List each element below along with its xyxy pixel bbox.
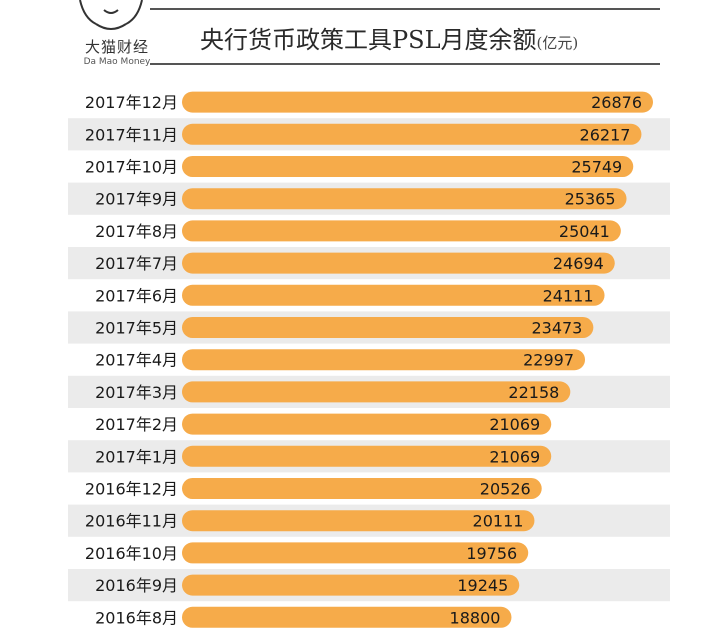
chart-unit: (亿元): [536, 34, 579, 52]
data-label: 21069: [489, 415, 540, 434]
data-label: 25749: [571, 158, 622, 177]
category-label: 2016年11月: [85, 512, 178, 531]
logo: 大猫财经 Da Mao Money: [62, 0, 172, 78]
bar: [182, 317, 594, 338]
data-label: 25041: [559, 222, 610, 241]
bar: [182, 188, 627, 210]
category-label: 2017年4月: [95, 351, 178, 370]
bar: [182, 284, 605, 306]
bar: [182, 156, 634, 177]
category-label: 2017年9月: [95, 190, 178, 209]
bar: [182, 510, 535, 532]
cat-logo-icon: [79, 0, 143, 30]
data-label: 21069: [489, 447, 540, 466]
header-top-rule: [150, 8, 660, 10]
logo-name: 大猫财经: [84, 38, 149, 56]
bar: [182, 445, 552, 467]
logo-subtitle: Da Mao Money: [83, 57, 151, 67]
data-label: 23473: [531, 319, 582, 338]
page-title: 央行货币政策工具PSL月度余额(亿元): [200, 20, 578, 55]
data-label: 19245: [457, 576, 508, 595]
category-label: 2017年5月: [95, 319, 178, 338]
data-label: 20526: [480, 480, 531, 499]
data-label: 18800: [450, 608, 501, 627]
data-label: 19756: [466, 544, 517, 563]
bar: [182, 478, 542, 499]
category-label: 2017年8月: [95, 222, 178, 241]
data-label: 26217: [580, 125, 631, 144]
chart-title: 央行货币政策工具PSL月度余额: [200, 26, 537, 54]
category-label: 2017年12月: [85, 93, 178, 112]
category-label: 2017年3月: [95, 383, 178, 402]
category-label: 2016年10月: [85, 544, 178, 563]
bar: [182, 91, 653, 113]
bar: [182, 220, 621, 242]
header-bottom-rule: [150, 63, 660, 65]
data-label: 26876: [591, 93, 642, 112]
bar: [182, 413, 552, 435]
data-label: 20111: [473, 512, 524, 531]
data-label: 22158: [508, 383, 559, 402]
bar: [182, 123, 642, 145]
data-label: 22997: [523, 351, 574, 370]
category-label: 2017年11月: [85, 125, 178, 144]
category-label: 2017年6月: [95, 286, 178, 305]
bar: [182, 574, 520, 596]
category-label: 2017年2月: [95, 415, 178, 434]
category-label: 2017年10月: [85, 158, 178, 177]
category-label: 2017年1月: [95, 447, 178, 466]
bar: [182, 381, 571, 403]
category-label: 2017年7月: [95, 254, 178, 273]
category-label: 2016年9月: [95, 576, 178, 595]
bar: [182, 542, 529, 564]
data-label: 24694: [553, 254, 604, 273]
bar: [182, 252, 615, 274]
data-label: 25365: [565, 190, 616, 209]
category-label: 2016年8月: [95, 608, 178, 627]
bar: [182, 606, 512, 628]
bar: [182, 349, 586, 371]
data-label: 24111: [543, 286, 594, 305]
category-label: 2016年12月: [85, 480, 178, 499]
